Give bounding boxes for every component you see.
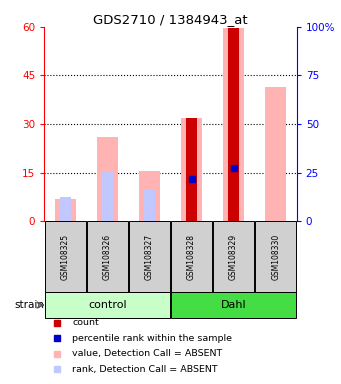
Text: GSM108326: GSM108326 [103,233,112,280]
Bar [55,199,76,221]
Text: control: control [88,300,127,310]
Text: value, Detection Call = ABSENT: value, Detection Call = ABSENT [72,349,222,358]
Text: count: count [72,318,99,327]
Bar [87,221,128,292]
Text: GSM108330: GSM108330 [271,233,280,280]
Bar [186,118,197,221]
Text: rank, Detection Call = ABSENT: rank, Detection Call = ABSENT [72,364,218,374]
Text: strain: strain [15,300,45,310]
Bar [144,190,155,221]
Bar [223,28,244,221]
Bar [45,292,170,318]
Bar [265,87,286,221]
Text: GSM108327: GSM108327 [145,233,154,280]
Bar [181,118,202,221]
Bar [255,221,296,292]
Bar [102,170,113,221]
Bar [45,221,86,292]
Bar [171,221,212,292]
Bar [171,292,296,318]
Title: GDS2710 / 1384943_at: GDS2710 / 1384943_at [93,13,248,26]
Text: GSM108325: GSM108325 [61,233,70,280]
Text: GSM108329: GSM108329 [229,233,238,280]
Text: Dahl: Dahl [221,300,247,310]
Bar [228,28,239,221]
Bar [129,221,170,292]
Bar [213,221,254,292]
Text: percentile rank within the sample: percentile rank within the sample [72,334,232,343]
Bar [60,197,71,221]
Bar [139,171,160,221]
Bar [97,137,118,221]
Text: GSM108328: GSM108328 [187,233,196,280]
